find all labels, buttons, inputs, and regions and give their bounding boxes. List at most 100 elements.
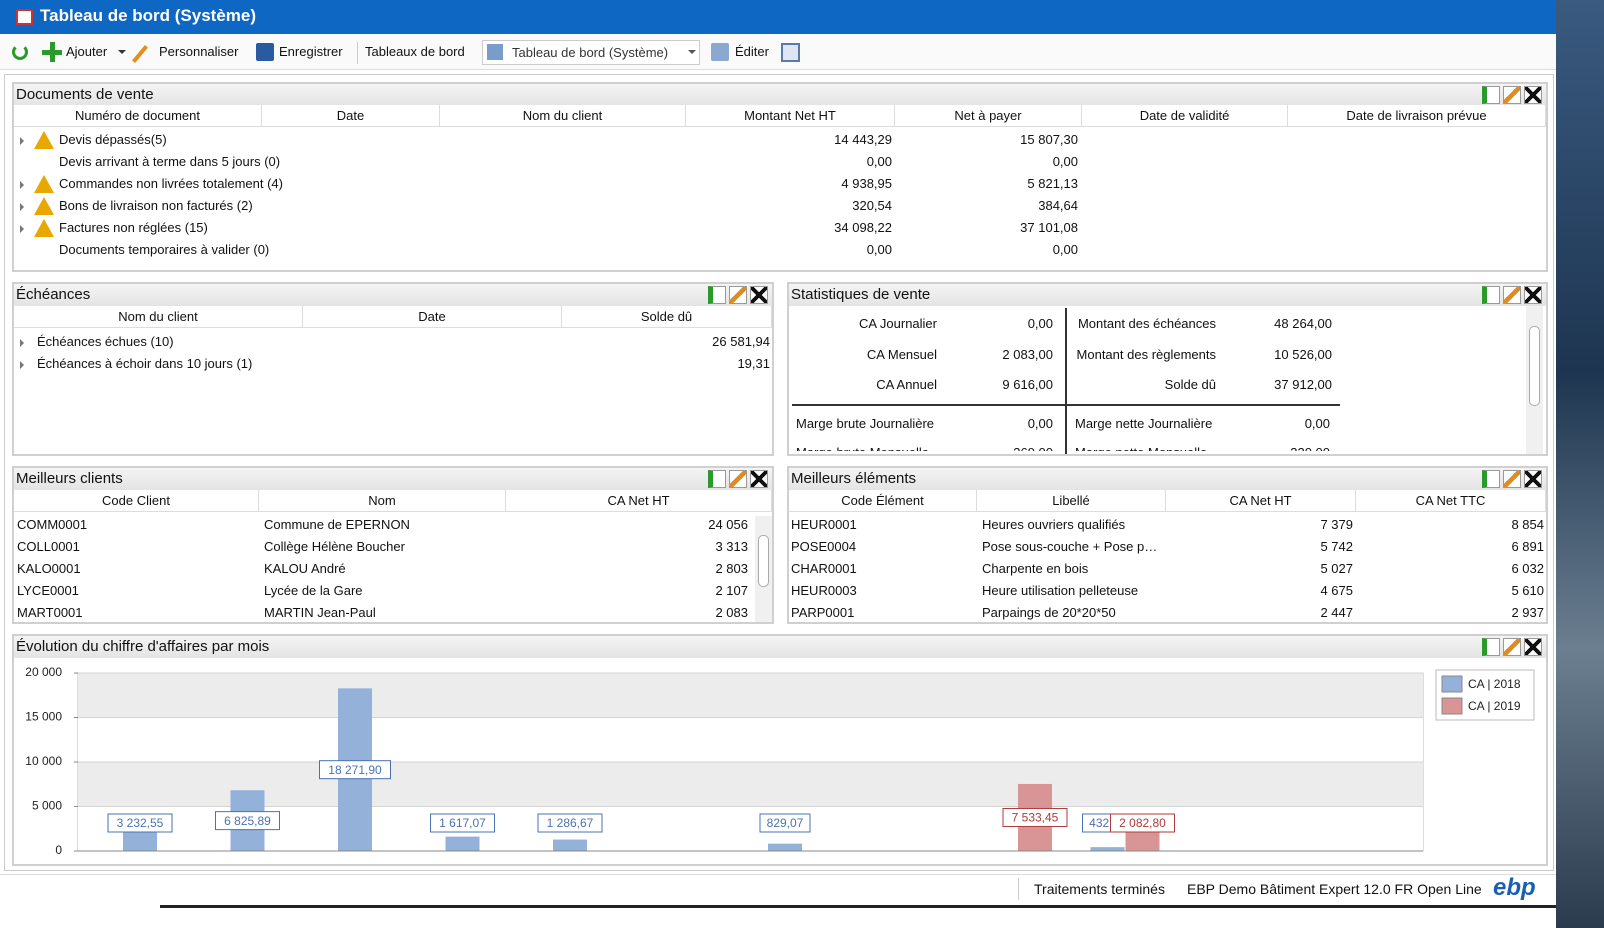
column-header: Montant Net HT	[686, 105, 895, 127]
amount: 4 938,95	[841, 176, 892, 191]
column-header: Solde dû	[562, 306, 772, 328]
expander[interactable]	[20, 137, 28, 145]
separator	[357, 42, 358, 64]
stat-value: 2 083,00	[1002, 347, 1053, 362]
column-header: CA Net HT	[1166, 490, 1356, 512]
cell: 6 891	[1511, 539, 1544, 554]
amount: 19,31	[737, 356, 770, 371]
cell: 2 083	[715, 605, 748, 620]
stat-value: 10 526,00	[1274, 347, 1332, 362]
warning-icon	[34, 197, 54, 215]
edit-button[interactable]	[729, 470, 747, 488]
refresh-button[interactable]	[1482, 638, 1500, 656]
cell: COMM0001	[17, 517, 88, 532]
panel-header	[14, 468, 772, 490]
close-button[interactable]	[750, 286, 768, 304]
save-button[interactable]: Enregistrer	[279, 44, 343, 59]
scroll-thumb[interactable]	[758, 535, 769, 587]
stat-value: 0,00	[1304, 416, 1330, 431]
row-label: Échéances échues (10)	[37, 334, 174, 349]
panel-header	[14, 636, 1546, 658]
edit-button[interactable]: Éditer	[735, 44, 769, 59]
cell: 8 854	[1511, 517, 1544, 532]
cell: 4 675	[1320, 583, 1353, 598]
title-icon	[16, 9, 33, 25]
cell: HEUR0001	[791, 517, 857, 532]
panel	[12, 634, 1548, 866]
cell: MARTIN Jean-Paul	[264, 605, 376, 620]
close-button[interactable]	[1524, 638, 1542, 656]
cell: COLL0001	[17, 539, 80, 554]
expander[interactable]	[20, 225, 28, 233]
refresh-button[interactable]	[1482, 470, 1500, 488]
expander[interactable]	[20, 181, 28, 189]
cell: 7 379	[1320, 517, 1353, 532]
edit-icon	[711, 43, 729, 61]
cell: HEUR0003	[791, 583, 857, 598]
dashboards-button[interactable]: Tableaux de bord	[365, 44, 465, 59]
cell: Collège Hélène Boucher	[264, 539, 405, 554]
close-button[interactable]	[1524, 470, 1542, 488]
dashboard-select-text[interactable]: Tableau de bord (Système)	[512, 45, 669, 60]
refresh-button[interactable]	[1482, 286, 1500, 304]
cell: 5 742	[1320, 539, 1353, 554]
bottom-edge	[160, 905, 1556, 908]
stat-label: Marge nette Mensuelle	[1075, 445, 1207, 451]
window-title: Tableau de bord (Système)	[40, 6, 257, 25]
stat-value: 369,00	[953, 445, 1053, 451]
panel-header	[789, 284, 1546, 306]
desktop-background	[1556, 0, 1604, 928]
cell: Pose sous-couche + Pose p…	[982, 539, 1158, 554]
scroll-thumb[interactable]	[1529, 326, 1540, 406]
edit-button[interactable]	[1503, 86, 1521, 104]
select-icon	[487, 44, 503, 60]
close-button[interactable]	[750, 470, 768, 488]
column-header: Libellé	[977, 490, 1166, 512]
column-header: Net à payer	[895, 105, 1082, 127]
cell: Charpente en bois	[982, 561, 1089, 576]
expander[interactable]	[20, 361, 28, 369]
column-header: Code Élément	[789, 490, 977, 512]
amount: 384,64	[1038, 198, 1078, 213]
panel-header	[14, 84, 1546, 106]
column-header: Date de validité	[1082, 105, 1288, 127]
expander[interactable]	[20, 203, 28, 211]
stat-label: Solde dû	[1164, 377, 1216, 392]
add-button[interactable]: Ajouter	[66, 44, 108, 59]
refresh-button[interactable]	[1482, 86, 1500, 104]
customize-button[interactable]: Personnaliser	[159, 44, 239, 59]
cell: 3 313	[715, 539, 748, 554]
expander[interactable]	[20, 339, 28, 347]
edit-button[interactable]	[1503, 638, 1521, 656]
warning-icon	[34, 219, 54, 237]
column-header: Nom du client	[14, 306, 303, 328]
refresh-button[interactable]	[708, 470, 726, 488]
cell: LYCE0001	[17, 583, 79, 598]
stats-divider	[792, 404, 1340, 406]
amount: 0,00	[1052, 242, 1078, 257]
close-button[interactable]	[1524, 286, 1542, 304]
save-icon	[256, 43, 274, 61]
cell: KALOU André	[264, 561, 346, 576]
cell: Heure utilisation pelleteuse	[982, 583, 1139, 598]
amount: 0,00	[1052, 154, 1078, 169]
edit-button[interactable]	[1503, 286, 1521, 304]
cell: KALO0001	[17, 561, 81, 576]
status-message: Traitements terminés	[1034, 881, 1165, 897]
edit-button[interactable]	[1503, 470, 1521, 488]
stat-label: Marge nette Journalière	[1075, 416, 1213, 431]
cell: MART0001	[17, 605, 83, 620]
column-header: Nom	[259, 490, 506, 512]
title-bar	[0, 0, 1556, 34]
refresh-button[interactable]	[708, 286, 726, 304]
column-header: Nom du client	[440, 105, 686, 127]
close-button[interactable]	[1524, 86, 1542, 104]
row-label: Documents temporaires à valider (0)	[59, 242, 270, 257]
amount: 0,00	[866, 242, 892, 257]
stat-label: CA Journalier	[858, 316, 937, 331]
amount: 320,54	[852, 198, 892, 213]
cell: 2 803	[715, 561, 748, 576]
dashboard-select[interactable]	[482, 40, 700, 65]
edit-button[interactable]	[729, 286, 747, 304]
